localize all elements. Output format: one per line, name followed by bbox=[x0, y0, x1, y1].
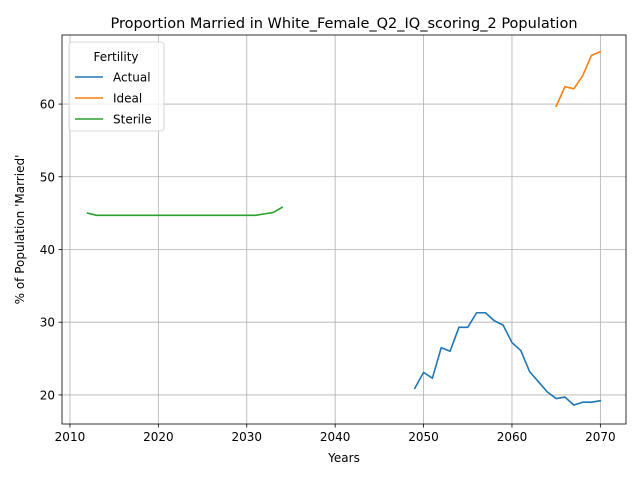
x-tick-label: 2030 bbox=[231, 430, 262, 444]
legend-entries: Actual Ideal Sterile bbox=[75, 71, 152, 127]
x-tick-label: 2010 bbox=[55, 430, 86, 444]
y-tick-label: 30 bbox=[40, 316, 55, 330]
x-axis-label: Years bbox=[327, 451, 360, 465]
series-line-ideal bbox=[555, 50, 602, 108]
y-tick-label: 20 bbox=[40, 388, 55, 402]
x-tick-label: 2020 bbox=[143, 430, 174, 444]
legend-label-actual: Actual bbox=[113, 71, 151, 85]
y-tick-label: 40 bbox=[40, 243, 55, 257]
legend: Fertility Actual Ideal Sterile bbox=[68, 41, 165, 132]
x-tick-label: 2060 bbox=[497, 430, 528, 444]
series-line-actual bbox=[413, 311, 602, 406]
legend-label-ideal: Ideal bbox=[113, 92, 142, 106]
x-tick-label: 2070 bbox=[585, 430, 616, 444]
y-axis-label: % of Population 'Married' bbox=[13, 155, 27, 305]
y-axis: 20 30 40 50 60 bbox=[40, 98, 62, 402]
series-line-sterile bbox=[86, 206, 284, 217]
chart-title: Proportion Married in White_Female_Q2_IQ… bbox=[110, 16, 577, 32]
legend-title: Fertility bbox=[93, 50, 138, 64]
plot-frame bbox=[61, 34, 627, 425]
y-tick-label: 60 bbox=[40, 98, 55, 112]
legend-label-sterile: Sterile bbox=[113, 113, 152, 127]
x-tick-label: 2040 bbox=[320, 430, 351, 444]
series-layer bbox=[86, 50, 602, 406]
legend-box bbox=[68, 41, 165, 132]
x-tick-label: 2050 bbox=[408, 430, 439, 444]
y-tick-label: 50 bbox=[40, 170, 55, 184]
x-axis: 2010 2020 2030 2040 2050 2060 2070 bbox=[55, 424, 616, 444]
